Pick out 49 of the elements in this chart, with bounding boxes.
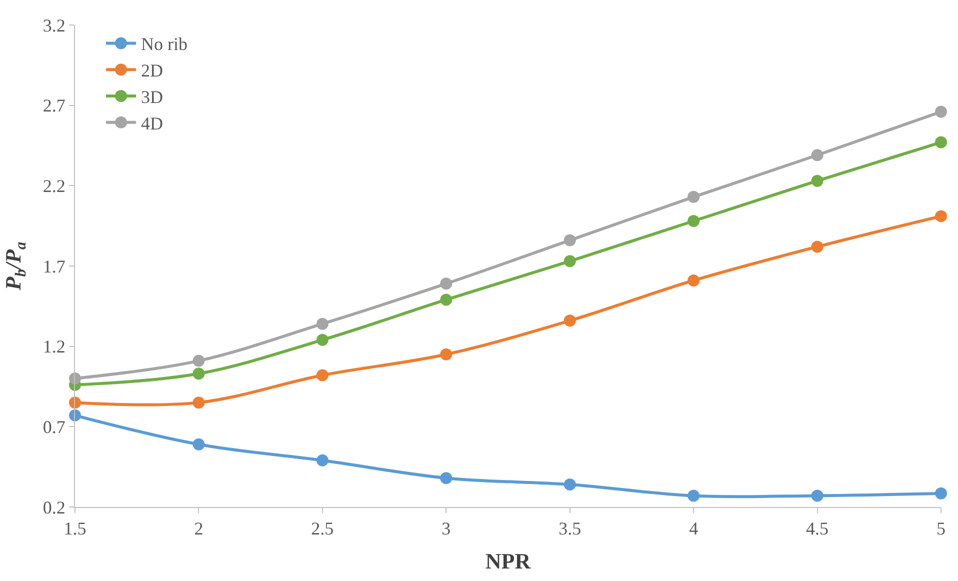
point xyxy=(440,294,452,306)
x-tick-label: 2.5 xyxy=(311,518,334,539)
point xyxy=(811,149,824,162)
point xyxy=(688,215,700,228)
y-tick-label: 1.7 xyxy=(42,256,66,276)
x-tick-label: 4 xyxy=(689,518,698,539)
point xyxy=(440,278,452,290)
x-tick-label: 2 xyxy=(194,518,204,539)
point xyxy=(192,438,205,450)
point xyxy=(935,136,947,148)
x-tick-label: 4.5 xyxy=(806,518,829,539)
y-tick-label: 3.2 xyxy=(42,15,66,36)
y-tick-label: 2.7 xyxy=(42,96,66,116)
point xyxy=(564,234,576,246)
y-tick-label: 0.7 xyxy=(42,416,66,437)
point xyxy=(316,334,328,346)
point xyxy=(935,487,947,500)
x-tick-label: 5 xyxy=(936,518,946,539)
point xyxy=(316,369,328,382)
point xyxy=(564,478,576,491)
point xyxy=(688,190,700,203)
legend-label: 3D xyxy=(140,87,163,108)
y-tick-label: 1.2 xyxy=(42,336,66,357)
x-tick-label: 3 xyxy=(442,518,451,539)
point xyxy=(316,454,328,466)
point xyxy=(811,240,824,253)
legend-label: 2D xyxy=(140,60,163,81)
point xyxy=(564,314,576,327)
x-tick-label: 3.5 xyxy=(558,518,582,539)
point xyxy=(688,274,700,286)
point xyxy=(688,490,700,502)
point xyxy=(935,210,947,222)
point xyxy=(811,490,824,502)
legend-label: No rib xyxy=(140,34,188,54)
x-axis-title: NPR xyxy=(485,548,532,574)
point xyxy=(440,472,452,484)
point xyxy=(316,318,328,330)
point xyxy=(935,106,947,118)
point xyxy=(69,396,81,409)
point xyxy=(192,396,205,409)
point xyxy=(811,174,824,187)
legend-label: 4D xyxy=(140,113,163,134)
point xyxy=(564,255,576,268)
x-tick-label: 1.5 xyxy=(64,518,86,539)
y-tick-label: 2.2 xyxy=(42,176,66,196)
point xyxy=(192,354,205,367)
point xyxy=(192,368,205,380)
point xyxy=(440,348,452,360)
y-tick-label: 0.2 xyxy=(42,497,66,518)
